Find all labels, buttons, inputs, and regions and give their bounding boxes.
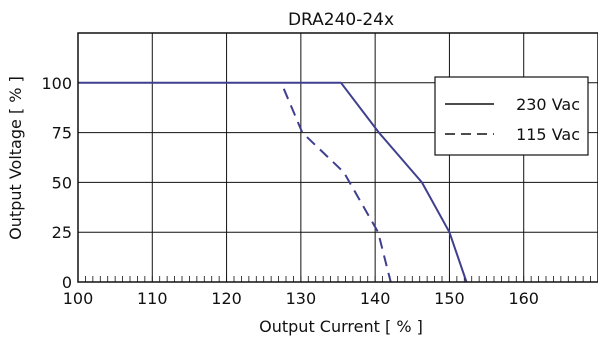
legend-label-230vac: 230 Vac — [516, 95, 580, 114]
x-tick-label: 110 — [137, 289, 168, 308]
chart-title: DRA240-24x — [288, 10, 394, 30]
grid — [77, 33, 598, 283]
plot-frame — [77, 32, 598, 283]
y-tick-label: 75 — [52, 124, 72, 143]
x-tick-labels: 100 110 120 130 140 150 160 — [63, 289, 539, 308]
x-tick-label: 120 — [211, 289, 242, 308]
series-line-230-vac — [78, 81, 468, 283]
y-axis-label: Output Voltage [ % ] — [6, 76, 25, 240]
x-tick-label: 140 — [360, 289, 391, 308]
y-tick-label: 25 — [52, 223, 72, 242]
y-tick-labels: 0 25 50 75 100 — [41, 74, 72, 292]
y-tick-label: 100 — [41, 74, 72, 93]
y-tick-label: 0 — [62, 273, 72, 292]
minor-ticks — [77, 276, 598, 282]
legend-box — [434, 76, 589, 156]
series-lines — [78, 81, 468, 283]
x-tick-label: 130 — [286, 289, 317, 308]
x-tick-label: 160 — [508, 289, 539, 308]
legend: 230 Vac 115 Vac — [434, 76, 589, 156]
x-tick-label: 100 — [63, 289, 94, 308]
x-tick-label: 150 — [434, 289, 465, 308]
x-axis-label: Output Current [ % ] — [259, 317, 423, 336]
y-tick-label: 50 — [52, 173, 72, 192]
legend-label-115vac: 115 Vac — [516, 125, 580, 144]
